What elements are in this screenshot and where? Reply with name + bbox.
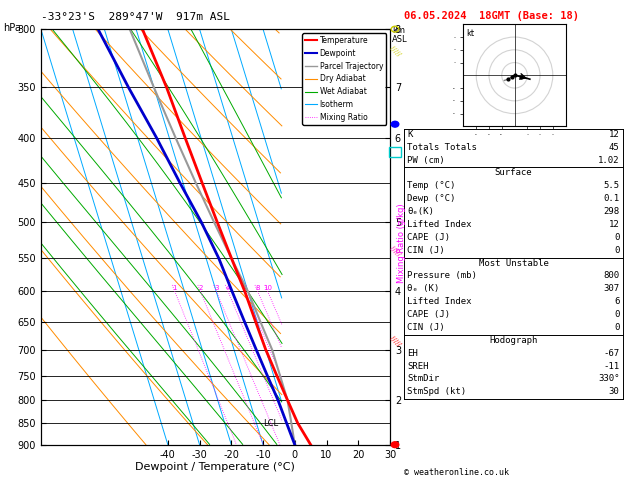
Text: 4: 4 <box>226 285 230 291</box>
Text: 0: 0 <box>614 245 620 255</box>
Text: /////: ///// <box>389 334 401 347</box>
Text: θₑ (K): θₑ (K) <box>407 284 439 294</box>
Text: 1: 1 <box>172 285 177 291</box>
Text: StmDir: StmDir <box>407 374 439 383</box>
Text: 12: 12 <box>609 220 620 229</box>
Text: 6: 6 <box>243 285 247 291</box>
Text: /////: ///// <box>389 245 401 258</box>
Text: CAPE (J): CAPE (J) <box>407 310 450 319</box>
Text: 12: 12 <box>609 130 620 139</box>
Text: Pressure (mb): Pressure (mb) <box>407 271 477 280</box>
Legend: Temperature, Dewpoint, Parcel Trajectory, Dry Adiabat, Wet Adiabat, Isotherm, Mi: Temperature, Dewpoint, Parcel Trajectory… <box>302 33 386 125</box>
Text: 307: 307 <box>603 284 620 294</box>
Text: 0.1: 0.1 <box>603 194 620 203</box>
Text: LCL: LCL <box>263 418 278 428</box>
Text: hPa: hPa <box>3 23 21 34</box>
Text: Lifted Index: Lifted Index <box>407 297 472 306</box>
Text: θₑ(K): θₑ(K) <box>407 207 434 216</box>
Text: 10: 10 <box>263 285 272 291</box>
Text: Totals Totals: Totals Totals <box>407 143 477 152</box>
Text: 06.05.2024  18GMT (Base: 18): 06.05.2024 18GMT (Base: 18) <box>404 11 579 21</box>
Text: 8: 8 <box>255 285 260 291</box>
Text: Surface: Surface <box>495 168 532 177</box>
Text: 0: 0 <box>614 310 620 319</box>
Text: 30: 30 <box>609 387 620 397</box>
Text: CIN (J): CIN (J) <box>407 323 445 332</box>
Text: 800: 800 <box>603 271 620 280</box>
Text: Hodograph: Hodograph <box>489 336 538 345</box>
Text: K: K <box>407 130 413 139</box>
X-axis label: Dewpoint / Temperature (°C): Dewpoint / Temperature (°C) <box>135 462 296 472</box>
Text: 45: 45 <box>609 143 620 152</box>
Text: 2: 2 <box>198 285 203 291</box>
Text: 330°: 330° <box>598 374 620 383</box>
Text: 0: 0 <box>614 323 620 332</box>
Text: EH: EH <box>407 349 418 358</box>
Text: SREH: SREH <box>407 362 428 371</box>
Text: Mixing Ratio (g/kg): Mixing Ratio (g/kg) <box>397 203 406 283</box>
Text: 298: 298 <box>603 207 620 216</box>
Text: -67: -67 <box>603 349 620 358</box>
Text: Temp (°C): Temp (°C) <box>407 181 455 191</box>
Text: kt: kt <box>466 29 474 38</box>
Text: CIN (J): CIN (J) <box>407 245 445 255</box>
Text: Dewp (°C): Dewp (°C) <box>407 194 455 203</box>
Text: StmSpd (kt): StmSpd (kt) <box>407 387 466 397</box>
Text: 1.02: 1.02 <box>598 156 620 165</box>
Text: km
ASL: km ASL <box>392 26 408 44</box>
Text: -11: -11 <box>603 362 620 371</box>
Text: 6: 6 <box>614 297 620 306</box>
Text: CAPE (J): CAPE (J) <box>407 233 450 242</box>
Text: PW (cm): PW (cm) <box>407 156 445 165</box>
Text: Most Unstable: Most Unstable <box>479 259 548 268</box>
Text: Lifted Index: Lifted Index <box>407 220 472 229</box>
Text: 5.5: 5.5 <box>603 181 620 191</box>
Text: 0: 0 <box>614 233 620 242</box>
Text: © weatheronline.co.uk: © weatheronline.co.uk <box>404 468 509 477</box>
Text: /////: ///// <box>389 44 401 57</box>
Text: -33°23'S  289°47'W  917m ASL: -33°23'S 289°47'W 917m ASL <box>41 12 230 22</box>
Text: 3: 3 <box>214 285 219 291</box>
